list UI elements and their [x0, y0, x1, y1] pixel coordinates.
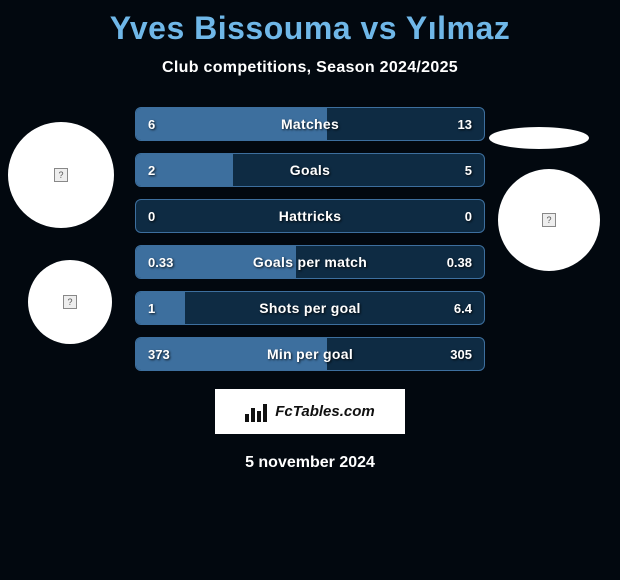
- decorative-ellipse: [489, 127, 589, 149]
- stat-row: 2Goals5: [135, 153, 485, 187]
- stat-row: 373Min per goal305: [135, 337, 485, 371]
- stat-row: 6Matches13: [135, 107, 485, 141]
- stat-value-right: 6.4: [454, 292, 472, 324]
- snapshot-date: 5 november 2024: [0, 454, 620, 472]
- stat-label: Matches: [136, 108, 484, 140]
- player-photo-right: ?: [498, 169, 600, 271]
- comparison-subtitle: Club competitions, Season 2024/2025: [0, 59, 620, 77]
- player-photo-left-2: ?: [28, 260, 112, 344]
- player-photo-left-1: ?: [8, 122, 114, 228]
- stat-rows: 6Matches13 2Goals5 0Hattricks0 0.33Goals pe…: [135, 107, 485, 371]
- image-placeholder-icon: ?: [63, 295, 77, 309]
- stat-row: 0.33Goals per match0.38: [135, 245, 485, 279]
- comparison-title: Yves Bissouma vs Yılmaz: [0, 0, 620, 47]
- stat-value-right: 0.38: [447, 246, 472, 278]
- brand-text: FcTables.com: [275, 403, 374, 420]
- stat-label: Shots per goal: [136, 292, 484, 324]
- stat-row: 1Shots per goal6.4: [135, 291, 485, 325]
- stat-value-right: 13: [458, 108, 472, 140]
- image-placeholder-icon: ?: [54, 168, 68, 182]
- stat-label: Min per goal: [136, 338, 484, 370]
- stat-label: Hattricks: [136, 200, 484, 232]
- bars-icon: [245, 402, 269, 422]
- stat-label: Goals per match: [136, 246, 484, 278]
- stat-value-right: 5: [465, 154, 472, 186]
- image-placeholder-icon: ?: [542, 213, 556, 227]
- stat-value-right: 305: [450, 338, 472, 370]
- stat-label: Goals: [136, 154, 484, 186]
- stat-row: 0Hattricks0: [135, 199, 485, 233]
- brand-attribution: FcTables.com: [215, 389, 405, 434]
- stat-value-right: 0: [465, 200, 472, 232]
